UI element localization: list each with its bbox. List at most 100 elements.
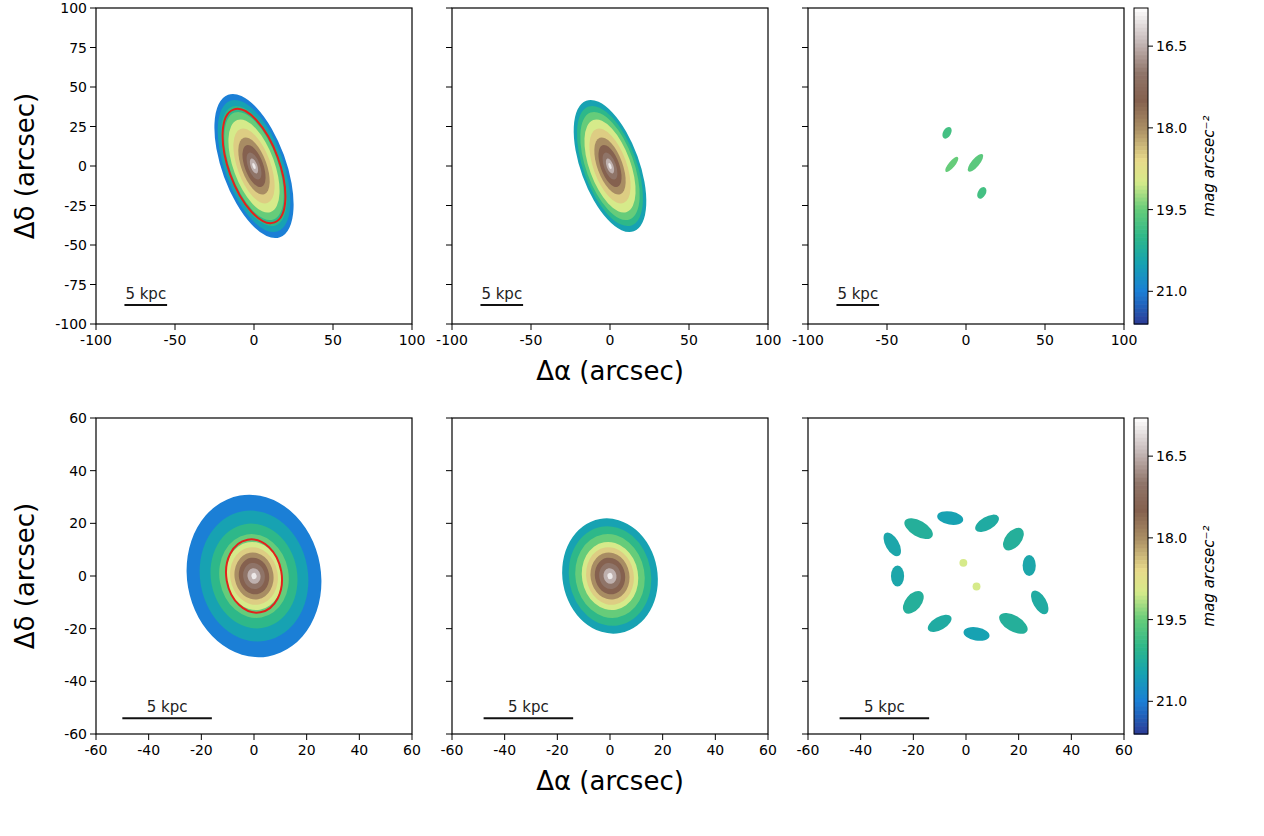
colorbar-strip xyxy=(1134,44,1148,49)
plot-area xyxy=(808,8,1124,324)
y-tick xyxy=(802,87,808,88)
frame xyxy=(452,418,768,734)
colorbar-strip xyxy=(1134,461,1148,466)
residual-feature xyxy=(962,625,990,643)
colorbar-strip xyxy=(1134,281,1148,286)
y-tick-label: -25 xyxy=(64,198,87,214)
colorbar-strip xyxy=(1134,450,1148,455)
colorbar-strip xyxy=(1134,691,1148,696)
background xyxy=(96,418,412,734)
colorbar-frame xyxy=(1134,418,1148,734)
colorbar-strip xyxy=(1134,142,1148,147)
x-tick xyxy=(359,734,360,740)
x-tick-label: -100 xyxy=(792,332,824,348)
isophote xyxy=(600,151,621,182)
x-tick xyxy=(1045,324,1046,330)
x-tick xyxy=(860,734,861,740)
x-tick xyxy=(966,734,967,740)
colorbar-strip xyxy=(1134,206,1148,211)
colorbar-strip xyxy=(1134,600,1148,605)
colorbar-strip xyxy=(1134,576,1148,581)
colorbar-strip xyxy=(1134,130,1148,135)
y-tick-label: 75 xyxy=(69,40,87,56)
y-tick-label: -60 xyxy=(64,726,87,742)
y-tick xyxy=(90,245,96,246)
colorbar-strip xyxy=(1134,454,1148,459)
x-tick xyxy=(1124,734,1125,740)
colorbar-strip xyxy=(1134,714,1148,719)
y-axis-title: Δδ (arcsec) xyxy=(10,93,40,239)
residual-feature xyxy=(959,559,967,567)
colorbar-strip xyxy=(1134,706,1148,711)
colorbar-strip xyxy=(1134,710,1148,715)
y-tick xyxy=(90,734,96,735)
y-tick xyxy=(90,87,96,88)
colorbar-strip xyxy=(1134,277,1148,282)
x-tick-label: -40 xyxy=(137,742,160,758)
isophote xyxy=(559,91,661,242)
y-tick xyxy=(446,8,452,9)
colorbar-tick-label: 18.0 xyxy=(1156,120,1187,136)
x-tick xyxy=(768,324,769,330)
colorbar-strip xyxy=(1134,588,1148,593)
colorbar-strip xyxy=(1134,241,1148,246)
isophote xyxy=(246,567,262,585)
y-tick xyxy=(446,418,452,419)
colorbar-strip xyxy=(1134,146,1148,151)
isophote xyxy=(252,163,257,170)
colorbar-strip xyxy=(1134,213,1148,218)
y-tick-label: 25 xyxy=(69,119,87,135)
colorbar-strip xyxy=(1134,174,1148,179)
colorbar-tick xyxy=(1148,537,1153,538)
colorbar-strip xyxy=(1134,580,1148,585)
y-tick-label: -75 xyxy=(64,277,87,293)
colorbar-strip xyxy=(1134,497,1148,502)
x-tick-label: -100 xyxy=(80,332,112,348)
colorbar-strip xyxy=(1134,288,1148,293)
y-tick xyxy=(446,284,452,285)
colorbar-strip xyxy=(1134,647,1148,652)
y-tick-label: 60 xyxy=(69,410,87,426)
isophote xyxy=(251,572,257,579)
y-tick xyxy=(446,245,452,246)
y-tick-label: 0 xyxy=(78,158,87,174)
colorbar-strip xyxy=(1134,560,1148,565)
isophote xyxy=(198,84,310,248)
y-tick xyxy=(446,628,452,629)
y-tick-label: -100 xyxy=(55,316,87,332)
colorbar-strip xyxy=(1134,158,1148,163)
colorbar-strip xyxy=(1134,182,1148,187)
colorbar-strip xyxy=(1134,631,1148,636)
x-tick xyxy=(610,734,611,740)
x-tick-label: 0 xyxy=(606,332,615,348)
x-tick xyxy=(254,324,255,330)
colorbar-strip xyxy=(1134,698,1148,703)
colorbar-tick xyxy=(1148,456,1153,457)
colorbar-strip xyxy=(1134,702,1148,707)
colorbar-tick-label: 19.5 xyxy=(1156,202,1187,218)
x-tick-label: 100 xyxy=(399,332,426,348)
colorbar-strip xyxy=(1134,229,1148,234)
frame xyxy=(808,8,1124,324)
colorbar-strip xyxy=(1134,28,1148,33)
colorbar-strip xyxy=(1134,308,1148,313)
colorbar-strip xyxy=(1134,623,1148,628)
isophote xyxy=(563,98,656,235)
colorbar-strip xyxy=(1134,312,1148,317)
colorbar-strip xyxy=(1134,627,1148,632)
colorbar-tick-label: 18.0 xyxy=(1156,530,1187,546)
colorbar-strip xyxy=(1134,138,1148,143)
x-tick xyxy=(966,324,967,330)
y-tick xyxy=(446,47,452,48)
colorbar-tick xyxy=(1148,701,1153,702)
colorbar-strip xyxy=(1134,695,1148,700)
x-tick-label: 60 xyxy=(403,742,421,758)
colorbar-strip xyxy=(1134,209,1148,214)
colorbar-strip xyxy=(1134,103,1148,108)
x-tick xyxy=(808,324,809,330)
colorbar-strip xyxy=(1134,67,1148,72)
colorbar-strip xyxy=(1134,111,1148,116)
y-tick xyxy=(446,126,452,127)
isophote xyxy=(574,113,646,219)
x-tick xyxy=(689,324,690,330)
